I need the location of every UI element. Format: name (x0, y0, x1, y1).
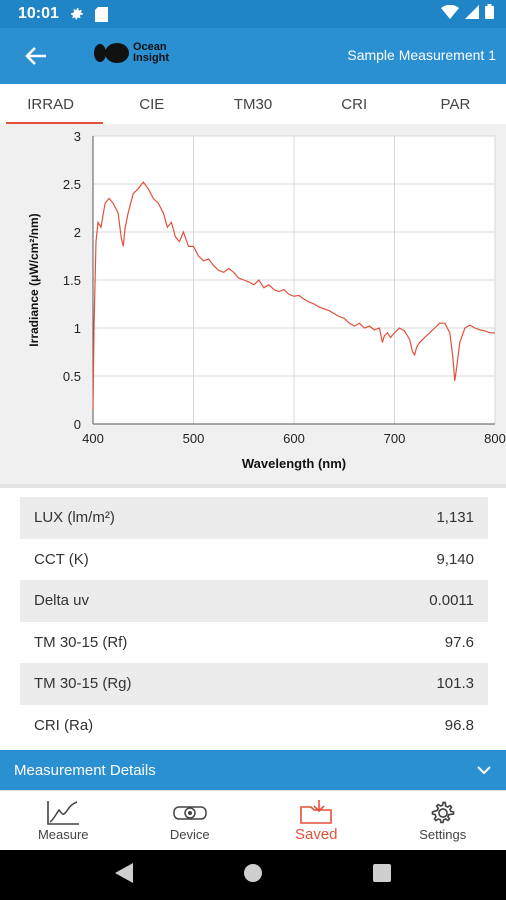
gear-icon (429, 799, 457, 827)
section-divider (0, 484, 506, 488)
nav-label: Settings (419, 827, 467, 842)
sd-card-icon (94, 6, 108, 22)
metric-label: Delta uv (34, 592, 90, 610)
nav-label: Measure (37, 827, 89, 842)
x-tick-label: 400 (82, 431, 104, 446)
nav-device[interactable]: Device (127, 791, 254, 850)
recents-square-icon[interactable] (373, 863, 391, 887)
metric-value: 101.3 (436, 675, 474, 693)
nav-measure[interactable]: Measure (0, 791, 127, 850)
y-tick-label: 0.5 (63, 369, 81, 384)
bottom-nav: Measure Device Saved Settings (0, 790, 506, 850)
y-tick-label: 2 (74, 225, 81, 240)
metric-label: CCT (K) (34, 550, 89, 568)
metric-row-cct: CCT (K) 9,140 (20, 539, 488, 581)
wifi-icon (441, 4, 459, 24)
nav-label: Saved (294, 826, 338, 843)
tab-irrad[interactable]: IRRAD (0, 84, 104, 124)
tab-par[interactable]: PAR (440, 95, 471, 113)
metric-row-tm30-rg: TM 30-15 (Rg) 101.3 (20, 663, 488, 705)
metric-label: TM 30-15 (Rf) (34, 633, 128, 651)
metric-row-cri: CRI (Ra) 96.8 (20, 705, 488, 747)
details-label: Measurement Details (14, 761, 156, 779)
metric-row-delta-uv: Delta uv 0.0011 (20, 580, 488, 622)
irradiance-series-line (92, 181, 495, 410)
chart-svg: 400 500 600 700 800 0 0.5 1 1.5 2 2.5 3 Wavelength … (27, 129, 506, 471)
chart-grid (92, 135, 496, 425)
nav-saved[interactable]: Saved (253, 791, 380, 850)
metric-value: 1,131 (436, 509, 474, 527)
logo-line1: Ocean (133, 41, 167, 53)
nav-settings[interactable]: Settings (380, 791, 506, 850)
x-tick-label: 500 (183, 431, 205, 446)
ocean-insight-logo: Ocean Insight (92, 42, 169, 64)
tab-cie[interactable]: CIE (139, 95, 165, 113)
battery-icon (485, 4, 494, 24)
status-bar: 10:01 (0, 0, 506, 28)
back-arrow-icon[interactable] (22, 42, 50, 70)
app-bar: Ocean Insight Sample Measurement 1 (0, 28, 506, 84)
irradiance-chart: 400 500 600 700 800 0 0.5 1 1.5 2 2.5 3 Wavelength … (0, 124, 506, 484)
status-time: 10:01 (18, 5, 59, 22)
y-tick-label: 1.5 (63, 273, 81, 288)
chevron-down-icon (476, 762, 492, 779)
y-tick-label: 1 (74, 321, 81, 336)
settings-status-icon (69, 6, 85, 22)
measurement-details-toggle[interactable]: Measurement Details (0, 750, 506, 790)
nav-label: Device (169, 827, 210, 842)
home-circle-icon[interactable] (243, 863, 263, 888)
y-tick-label: 2.5 (63, 177, 81, 192)
x-tick-label: 700 (384, 431, 406, 446)
metric-value: 9,140 (436, 550, 474, 568)
metric-label: LUX (lm/m²) (34, 509, 115, 527)
metric-row-tm30-rf: TM 30-15 (Rf) 97.6 (20, 622, 488, 664)
metric-value: 0.0011 (429, 592, 474, 610)
y-axis-label: Irradiance (μW/cm²/nm) (27, 213, 41, 346)
x-tick-label: 600 (283, 431, 305, 446)
metrics-table: LUX (lm/m²) 1,131 CCT (K) 9,140 Delta uv… (20, 497, 488, 746)
page-title: Sample Measurement 1 (347, 47, 496, 63)
folder-download-icon (299, 798, 333, 826)
chart-line-icon (46, 799, 80, 827)
signal-icon (465, 4, 479, 24)
system-nav-bar (0, 850, 506, 900)
logo-line2: Insight (133, 52, 170, 64)
metric-value: 97.6 (444, 633, 474, 651)
chart-ticks: 400 500 600 700 800 0 0.5 1 1.5 2 2.5 3 (63, 129, 506, 446)
x-tick-label: 800 (484, 431, 506, 446)
x-axis-label: Wavelength (nm) (242, 456, 346, 471)
tab-tm30[interactable]: TM30 (233, 95, 273, 113)
metric-value: 96.8 (444, 716, 474, 734)
y-tick-label: 0 (74, 417, 81, 432)
tab-bar: IRRAD CIE TM30 CRI PAR (0, 84, 506, 124)
back-triangle-icon[interactable] (115, 862, 133, 888)
tab-cri[interactable]: CRI (341, 95, 368, 113)
y-tick-label: 3 (74, 129, 81, 144)
device-icon (172, 799, 208, 827)
metric-label: TM 30-15 (Rg) (34, 675, 132, 693)
metric-label: CRI (Ra) (34, 716, 94, 734)
metric-row-lux: LUX (lm/m²) 1,131 (20, 497, 488, 539)
logo-mark-icon (94, 43, 129, 63)
